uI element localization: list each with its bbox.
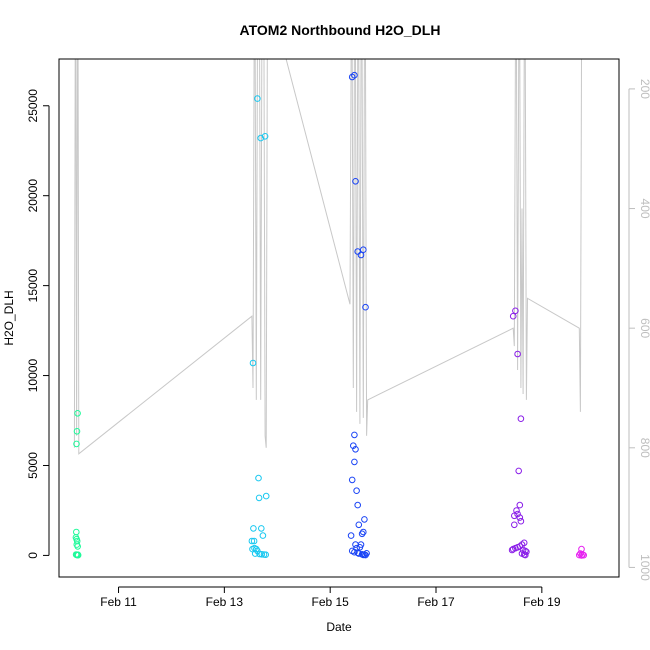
y-tick-label: 25000 bbox=[26, 89, 40, 123]
data-point bbox=[74, 410, 81, 417]
data-point bbox=[258, 551, 266, 558]
data-point bbox=[511, 521, 518, 529]
data-point bbox=[73, 440, 80, 448]
data-point bbox=[515, 467, 523, 475]
data-point bbox=[262, 492, 270, 500]
data-point bbox=[361, 516, 368, 523]
data-point bbox=[256, 550, 263, 558]
data-point bbox=[254, 95, 261, 102]
secondary-tick-label: 800 bbox=[638, 438, 650, 458]
x-tick-label: Feb 19 bbox=[523, 595, 561, 609]
data-point bbox=[512, 307, 519, 315]
data-point bbox=[72, 534, 80, 541]
data-point bbox=[248, 537, 256, 545]
data-point bbox=[249, 359, 257, 367]
data-point bbox=[354, 248, 362, 255]
pressure-trace-layer bbox=[73, 59, 583, 455]
data-point bbox=[514, 350, 521, 358]
secondary-tick-label: 200 bbox=[638, 79, 650, 99]
x-axis-label: Date bbox=[326, 620, 352, 634]
data-point bbox=[516, 514, 524, 521]
data-point bbox=[353, 487, 360, 495]
data-point bbox=[580, 551, 588, 559]
data-point bbox=[360, 528, 367, 536]
secondary-tick-label: 1000 bbox=[638, 554, 650, 581]
data-point bbox=[516, 501, 524, 509]
data-point bbox=[509, 545, 517, 553]
data-point bbox=[351, 458, 358, 466]
data-point bbox=[258, 525, 265, 532]
data-point bbox=[351, 71, 358, 79]
data-point bbox=[255, 474, 262, 482]
data-point bbox=[262, 551, 270, 559]
data-point bbox=[351, 431, 358, 439]
data-point bbox=[351, 548, 358, 556]
data-point bbox=[255, 494, 263, 502]
x-tick-label: Feb 17 bbox=[417, 595, 455, 609]
data-point bbox=[358, 530, 366, 538]
secondary-tick-label: 600 bbox=[638, 318, 650, 338]
data-point bbox=[250, 537, 258, 545]
x-tick-label: Feb 15 bbox=[312, 595, 350, 609]
data-point bbox=[362, 551, 369, 559]
secondary-y-axis: 200 400 600 800 1000 bbox=[628, 79, 650, 581]
y-tick-label: 15000 bbox=[26, 269, 40, 303]
data-point bbox=[348, 476, 356, 484]
data-point bbox=[354, 549, 362, 557]
data-point bbox=[354, 501, 362, 509]
data-point bbox=[251, 550, 259, 557]
data-point bbox=[509, 312, 517, 320]
y-axis-label: H2O_DLH bbox=[2, 290, 16, 345]
data-point bbox=[259, 532, 267, 539]
data-point bbox=[73, 428, 81, 435]
x-axis: Feb 11 Feb 13 Feb 15 Feb 17 Feb 19 bbox=[100, 586, 561, 609]
data-point bbox=[517, 517, 525, 525]
data-point bbox=[74, 551, 82, 559]
points-layer bbox=[72, 71, 588, 559]
data-point bbox=[350, 442, 357, 450]
plot-frame bbox=[58, 58, 620, 578]
secondary-tick-label: 400 bbox=[638, 199, 650, 219]
data-point bbox=[508, 546, 516, 554]
data-point bbox=[352, 178, 359, 185]
data-point bbox=[579, 551, 586, 558]
data-point bbox=[250, 525, 257, 532]
data-point bbox=[522, 551, 529, 559]
data-point bbox=[576, 551, 583, 559]
data-point bbox=[362, 303, 369, 311]
data-point bbox=[360, 246, 367, 253]
y-tick-label: 20000 bbox=[26, 179, 40, 213]
y-tick-label: 10000 bbox=[26, 359, 40, 393]
data-point bbox=[513, 507, 520, 514]
y-tick-label: 0 bbox=[26, 552, 40, 559]
data-point bbox=[357, 251, 365, 259]
data-point bbox=[257, 134, 265, 142]
data-point bbox=[261, 133, 269, 140]
y-tick-label: 5000 bbox=[26, 452, 40, 479]
data-point bbox=[578, 552, 585, 559]
y-axis: 0 5000 10000 15000 20000 25000 bbox=[26, 89, 50, 559]
data-point bbox=[73, 541, 81, 548]
pressure-trace-line bbox=[73, 59, 583, 455]
data-point bbox=[517, 415, 525, 423]
data-point bbox=[360, 551, 367, 559]
data-point bbox=[347, 532, 355, 539]
data-point bbox=[352, 446, 359, 453]
data-point bbox=[356, 544, 364, 551]
data-point bbox=[355, 521, 363, 529]
data-point bbox=[514, 510, 521, 518]
x-tick-label: Feb 13 bbox=[206, 595, 244, 609]
chart-title: ATOM2 Northbound H2O_DLH bbox=[240, 22, 441, 38]
x-tick-label: Feb 11 bbox=[100, 595, 137, 609]
